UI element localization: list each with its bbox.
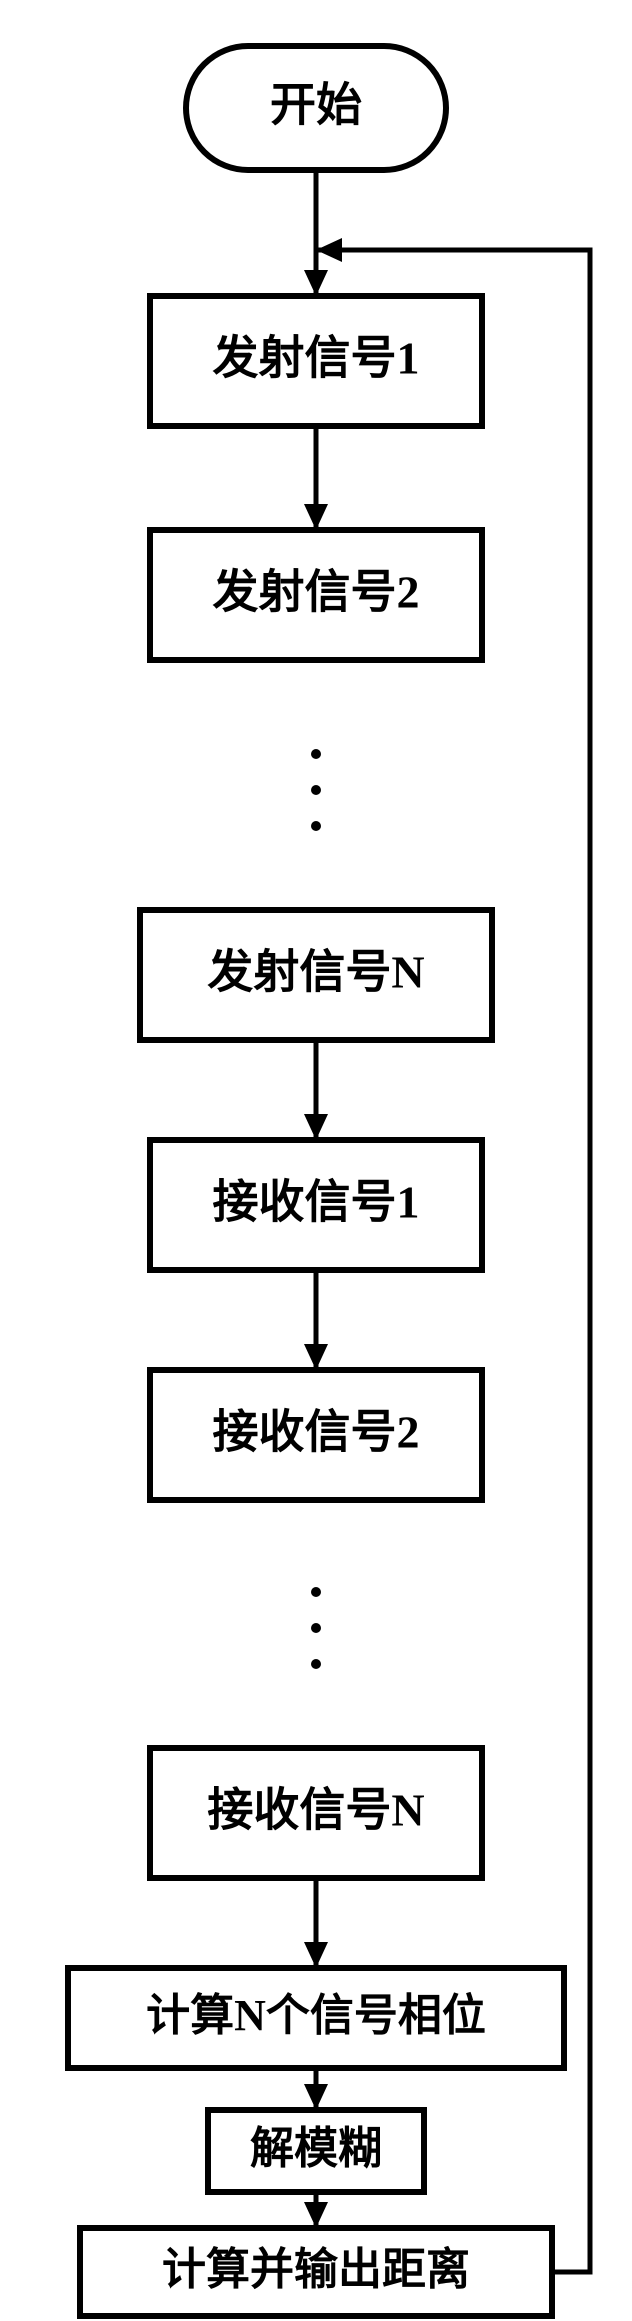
label-emit2: 发射信号2 — [213, 567, 420, 618]
label-calcPhase: 计算N个信号相位 — [146, 1991, 486, 2040]
label-recv1: 接收信号1 — [213, 1177, 420, 1228]
label-emit1: 发射信号1 — [213, 333, 420, 384]
label-recv2: 接收信号2 — [213, 1407, 420, 1458]
ellipsis-ellipsis1 — [311, 749, 321, 831]
label-deblur: 解模糊 — [250, 2124, 382, 2173]
label-start: 开始 — [270, 80, 362, 131]
ellipsis-ellipsis2 — [311, 1587, 321, 1669]
label-output: 计算并输出距离 — [162, 2245, 470, 2294]
label-emitN: 发射信号N — [207, 947, 424, 998]
label-recvN: 接收信号N — [207, 1785, 424, 1836]
